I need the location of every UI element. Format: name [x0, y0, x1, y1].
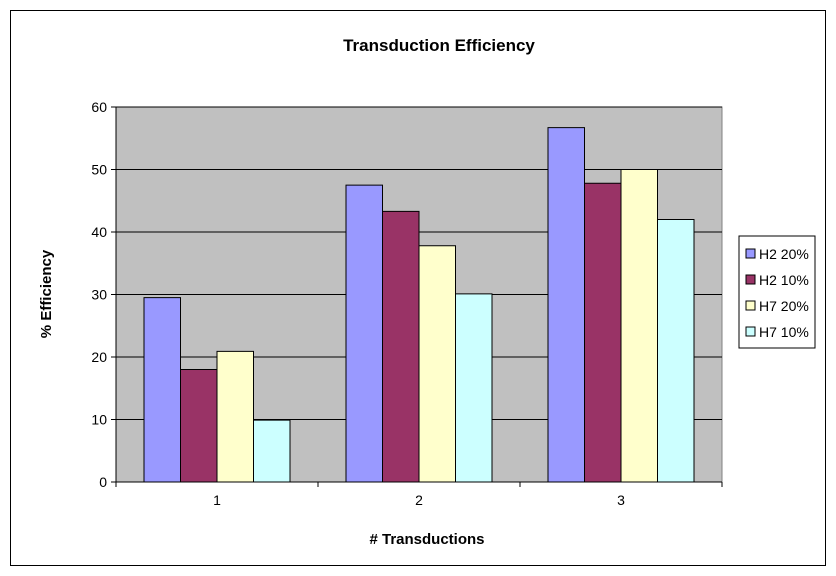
bar-chart: Transduction Efficiency 0 10 20 30 40 50 60 1 2 3…	[38, 36, 816, 548]
legend-swatch	[745, 274, 756, 285]
y-tick-label: 50	[91, 162, 107, 178]
legend-swatch	[745, 248, 756, 259]
y-tick-label: 60	[91, 99, 107, 115]
bars	[143, 127, 695, 483]
legend: H2 20% H2 10% H7 20% H7 10%	[738, 235, 816, 349]
legend-swatch	[745, 326, 756, 337]
legend-label: H7 20%	[759, 298, 809, 314]
bar	[180, 369, 218, 483]
bar	[418, 245, 456, 483]
y-tick-label: 20	[91, 349, 107, 365]
x-tick-label: 1	[213, 492, 221, 508]
bar	[253, 419, 291, 483]
chart-frame: Transduction Efficiency 0 10 20 30 40 50 60 1 2 3…	[10, 10, 826, 566]
legend-label: H2 10%	[759, 272, 809, 288]
bar	[455, 293, 493, 483]
chart-title: Transduction Efficiency	[343, 36, 535, 55]
bar	[345, 184, 383, 483]
y-axis-title: % Efficiency	[38, 249, 55, 338]
y-tick-label: 10	[91, 412, 107, 428]
legend-label: H2 20%	[759, 246, 809, 262]
bar	[382, 210, 420, 483]
y-tick-label: 30	[91, 287, 107, 303]
legend-swatch	[745, 300, 756, 311]
bar	[143, 297, 181, 483]
bar	[657, 219, 695, 483]
legend-label: H7 10%	[759, 324, 809, 340]
y-tick-label: 0	[99, 474, 107, 490]
bar	[547, 127, 585, 483]
bar	[584, 182, 622, 483]
x-tick-label: 2	[415, 492, 423, 508]
x-tick-label: 3	[617, 492, 625, 508]
bar	[620, 169, 658, 483]
y-tick-label: 40	[91, 224, 107, 240]
axes: 0 10 20 30 40 50 60 1 2 3	[91, 99, 723, 508]
x-axis-title: # Transductions	[369, 531, 484, 548]
bar	[216, 350, 254, 483]
